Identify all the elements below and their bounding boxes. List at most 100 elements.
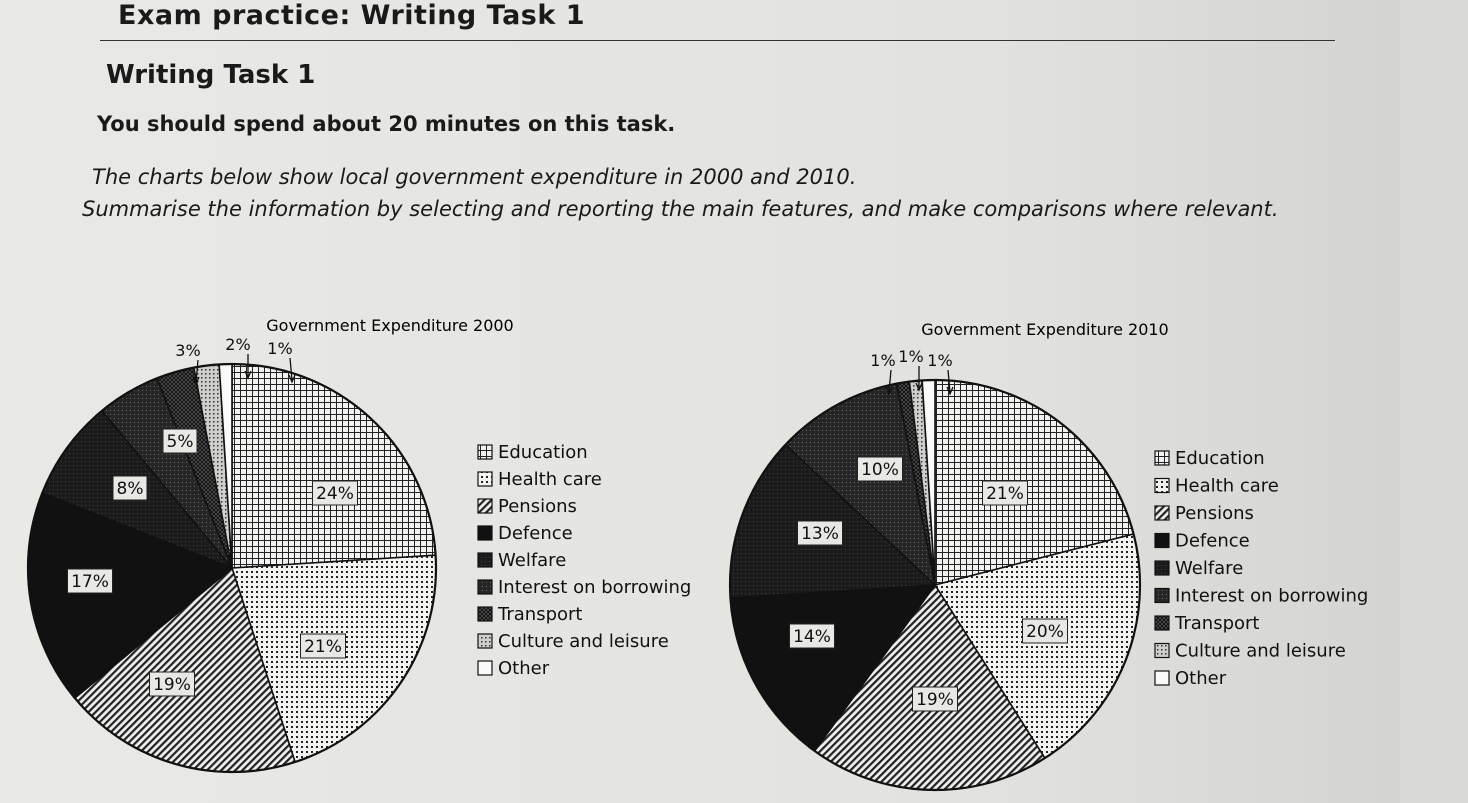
pie-labels-2010: 21%20%19%14%13%10%1% 1% 1%	[789, 347, 1068, 712]
legend-item-defence: Defence	[1154, 531, 1250, 552]
data-label-defence: 17%	[67, 568, 113, 594]
data-label-text: 1%	[267, 339, 292, 358]
data-label-text: 8%	[117, 479, 144, 499]
label-arrowhead	[244, 370, 252, 380]
data-label-education: 24%	[312, 480, 358, 506]
data-label-text: 19%	[153, 675, 191, 695]
legend-swatch	[1154, 560, 1170, 576]
data-label-box	[912, 686, 958, 712]
legend-item-culture-and-leisure: Culture and leisure	[1154, 641, 1346, 662]
legend-swatch	[477, 444, 493, 460]
legend-swatch	[477, 579, 493, 595]
label-arrowhead	[946, 386, 954, 396]
legend-swatch	[1154, 587, 1170, 604]
legend-label: Health care	[498, 469, 602, 490]
task-title: Writing Task 1	[106, 60, 316, 90]
legend-swatch	[1154, 642, 1170, 659]
data-label-defence: 14%	[789, 623, 835, 649]
data-label-text: 17%	[71, 572, 109, 592]
data-label-education: 21%	[982, 480, 1028, 506]
legend-label: Other	[1175, 668, 1227, 689]
legend-item-pensions: Pensions	[477, 496, 577, 517]
data-label-box	[149, 671, 195, 697]
legend-2000: Education Health care Pensions Defence Welfa…	[477, 442, 691, 679]
legend-item-health-care: Health care	[1154, 476, 1279, 497]
data-label-interest-on-borrowing: 10%	[857, 456, 903, 482]
pie-chart-2000: Government Expenditure 2000 24% 21% 19% 17%…	[26, 316, 691, 774]
label-arrow	[289, 357, 293, 381]
legend-swatch	[477, 498, 493, 514]
data-label-transport: 1%	[870, 351, 896, 396]
legend-label: Transport	[1174, 613, 1259, 634]
legend-item-education: Education	[477, 442, 588, 463]
legend-label: Interest on borrowing	[498, 577, 691, 598]
legend-swatch	[477, 471, 493, 487]
legend-swatch	[1154, 505, 1170, 521]
legend-label: Welfare	[498, 550, 566, 571]
label-arrowhead	[288, 374, 296, 384]
pie-outline	[26, 362, 438, 774]
legend-label: Welfare	[1175, 558, 1243, 579]
legend-swatch	[477, 633, 493, 649]
legend-item-other: Other	[1154, 668, 1227, 689]
data-label-transport: 3%	[175, 341, 201, 386]
data-label-box	[112, 475, 148, 501]
data-label-text: 19%	[916, 690, 954, 710]
data-label-welfare: 13%	[797, 520, 843, 546]
data-label-text: 24%	[316, 484, 354, 504]
data-label-box	[982, 480, 1028, 506]
legend-item-pensions: Pensions	[1154, 503, 1254, 524]
data-label-welfare: 8%	[112, 475, 148, 501]
legend-swatch	[477, 606, 493, 622]
legend-2010: Education Health care Pensions Defence Welfa…	[1154, 448, 1368, 689]
data-label-health-care: 20%	[1022, 618, 1068, 644]
legend-item-other: Other	[477, 658, 550, 679]
legend-item-transport: Transport	[477, 604, 582, 625]
data-label-box	[1022, 618, 1068, 644]
data-label-text: 20%	[1026, 622, 1064, 642]
task-prompt: The charts below show local government e…	[92, 165, 857, 189]
data-label-other: 1%	[927, 351, 954, 396]
legend-item-interest-on-borrowing: Interest on borrowing	[1154, 586, 1368, 607]
legend-label: Culture and leisure	[1175, 641, 1346, 662]
task-summary: Summarise the information by selecting a…	[82, 197, 1279, 221]
chart-title-2010: Government Expenditure 2010	[921, 320, 1168, 339]
legend-item-health-care: Health care	[477, 469, 602, 490]
legend-label: Health care	[1175, 476, 1279, 497]
data-label-box	[312, 480, 358, 506]
chart-title-2000: Government Expenditure 2000	[266, 316, 513, 335]
pie-slice-education	[231, 363, 437, 569]
data-label-text: 5%	[167, 432, 194, 452]
legend-item-transport: Transport	[1154, 613, 1259, 634]
legend-swatch	[1154, 532, 1170, 549]
data-label-box	[797, 520, 843, 546]
legend-item-defence: Defence	[477, 523, 573, 544]
legend-swatch	[477, 552, 493, 568]
data-label-text: 14%	[793, 627, 831, 647]
legend-swatch	[477, 660, 493, 676]
data-label-box	[789, 623, 835, 649]
legend-item-welfare: Welfare	[477, 550, 566, 571]
legend-label: Pensions	[1175, 503, 1254, 524]
heading-rule	[100, 40, 1335, 41]
label-arrow	[888, 369, 892, 393]
pie-slices-2000	[26, 362, 438, 774]
label-arrowhead	[915, 382, 923, 392]
legend-swatch	[477, 525, 493, 541]
data-label-box	[67, 568, 113, 594]
data-label-box	[162, 428, 198, 454]
legend-swatch	[1154, 450, 1170, 466]
legend-label: Other	[498, 658, 550, 679]
data-label-text: 21%	[986, 484, 1024, 504]
data-label-text: 1%	[927, 351, 952, 370]
legend-label: Education	[1175, 448, 1265, 469]
data-label-text: 10%	[861, 460, 899, 480]
data-label-text: 3%	[175, 341, 200, 360]
data-label-culture-and-leisure: 2%	[225, 335, 252, 380]
data-label-text: 13%	[801, 524, 839, 544]
legend-label: Pensions	[498, 496, 577, 517]
label-arrow	[195, 359, 199, 383]
legend-swatch	[1154, 670, 1170, 686]
pie-slices-2010	[728, 378, 1142, 792]
